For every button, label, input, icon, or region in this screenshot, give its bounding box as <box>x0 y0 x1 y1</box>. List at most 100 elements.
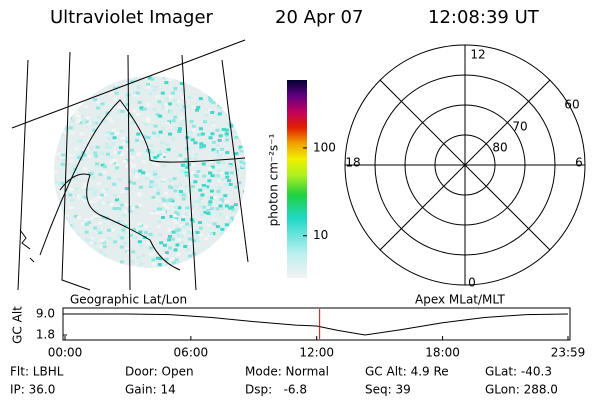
speckle <box>175 212 180 216</box>
speckle <box>194 153 199 157</box>
speckle <box>229 124 234 128</box>
speckle <box>219 197 224 201</box>
speckle <box>151 131 156 135</box>
speckle <box>180 95 185 99</box>
speckle <box>221 253 226 257</box>
speckle <box>215 225 220 229</box>
speckle <box>143 231 148 235</box>
speckle <box>211 232 216 236</box>
speckle <box>76 118 81 122</box>
speckle <box>93 226 98 230</box>
colorbar-tick-label: 10 <box>313 228 328 242</box>
speckle <box>79 114 84 118</box>
speckle <box>79 132 84 136</box>
speckle <box>245 83 246 87</box>
info-field: GLon: 288.0 <box>485 383 558 397</box>
speckle <box>109 120 114 124</box>
speckle <box>179 108 184 112</box>
speckle <box>192 105 197 109</box>
speckle <box>204 88 209 92</box>
speckle <box>150 77 155 81</box>
speckle <box>154 211 159 215</box>
speckle <box>107 176 112 180</box>
speckle <box>208 136 213 140</box>
speckle <box>54 180 59 184</box>
speckle <box>224 216 229 220</box>
speckle <box>244 90 246 94</box>
speckle <box>134 175 139 179</box>
speckle <box>238 80 243 84</box>
speckle <box>164 97 169 101</box>
speckle <box>161 164 166 168</box>
speckle <box>180 163 185 167</box>
speckle <box>81 151 86 155</box>
speckle <box>153 172 158 176</box>
speckle <box>172 177 177 181</box>
speckle <box>146 136 151 140</box>
speckle <box>243 190 246 194</box>
speckle <box>109 91 114 95</box>
speckle <box>211 259 216 263</box>
speckle <box>212 250 217 254</box>
speckle <box>196 169 201 173</box>
speckle <box>87 221 92 225</box>
speckle <box>185 247 190 251</box>
speckle <box>113 150 118 154</box>
speckle <box>61 153 66 157</box>
speckle <box>201 205 206 209</box>
speckle <box>139 262 144 266</box>
speckle <box>120 136 125 140</box>
speckle <box>125 147 130 151</box>
speckle <box>221 101 226 105</box>
speckle <box>236 259 241 263</box>
speckle <box>120 203 125 207</box>
speckle <box>117 220 122 224</box>
speckle <box>167 228 172 232</box>
info-field: GLat: -40.3 <box>485 365 552 379</box>
y-axis-label: GC Alt <box>11 306 25 344</box>
speckle <box>234 152 239 156</box>
speckle <box>181 118 186 122</box>
speckle <box>110 221 115 225</box>
speckle <box>181 218 186 222</box>
speckle <box>151 162 156 166</box>
speckle <box>61 102 66 106</box>
speckle <box>107 136 112 140</box>
speckle <box>242 212 246 216</box>
speckle <box>84 254 89 258</box>
speckle <box>237 222 242 226</box>
speckle <box>171 237 176 241</box>
speckle <box>155 133 160 137</box>
speckle <box>70 96 75 100</box>
speckle <box>128 161 133 165</box>
speckle <box>71 87 76 91</box>
x-tick-label: 23:59 <box>551 346 586 360</box>
speckle <box>219 110 224 114</box>
speckle <box>187 95 192 99</box>
speckle <box>201 256 206 260</box>
speckle <box>161 197 166 201</box>
speckle <box>54 170 59 174</box>
speckle <box>223 246 228 250</box>
speckle <box>234 136 239 140</box>
speckle <box>172 99 177 103</box>
speckle <box>216 82 221 86</box>
speckle <box>157 211 162 215</box>
speckle <box>82 198 87 202</box>
speckle <box>139 243 144 247</box>
speckle <box>98 173 103 177</box>
speckle <box>239 246 244 250</box>
speckle <box>158 257 163 261</box>
speckle <box>170 257 175 261</box>
speckle <box>155 163 160 167</box>
speckle <box>226 234 231 238</box>
speckle <box>175 229 180 233</box>
speckle <box>119 260 124 264</box>
speckle <box>210 161 215 165</box>
speckle <box>156 188 161 192</box>
speckle <box>69 188 74 192</box>
speckle <box>76 82 81 86</box>
speckle <box>70 94 75 98</box>
speckle <box>110 142 115 146</box>
speckle <box>219 251 224 255</box>
